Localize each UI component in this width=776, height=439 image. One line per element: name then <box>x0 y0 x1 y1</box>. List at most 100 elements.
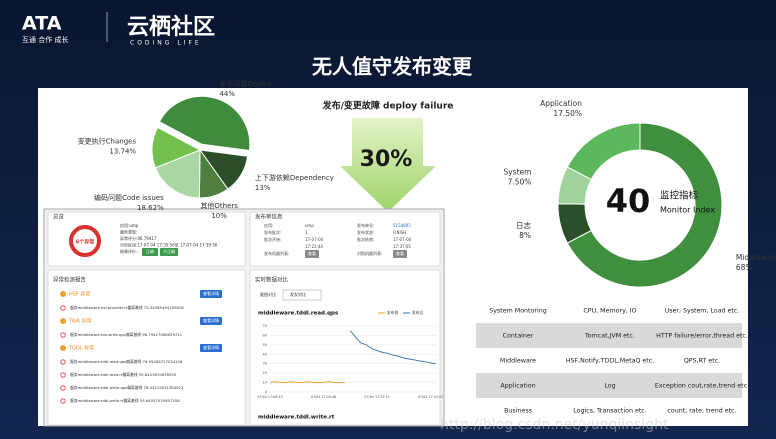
button-label: 查看 <box>308 250 316 256</box>
legend-label: 发布前 <box>387 310 399 315</box>
slice-value: 18.62% <box>137 204 164 212</box>
release-field: ump <box>305 223 314 228</box>
slice-value: 7.50% <box>508 177 532 186</box>
release-field: 发布状态: <box>357 229 374 235</box>
table-cell: Application <box>500 383 535 390</box>
slogan: 互通 合作 成长 <box>22 35 68 44</box>
table-cell: User, System, Load etc. <box>665 308 740 315</box>
watermark: http://blog.csdn.net/yunqiinsight <box>440 417 669 433</box>
dashboard-screenshot: 总览6个异常应用:ump服务类型:异常评分:96.79417分析区间:17-07… <box>43 208 445 427</box>
y-tick-label: 20 <box>263 371 267 375</box>
y-tick-label: 30 <box>263 362 267 366</box>
x-tick-label: 07/04 17:52:05 <box>418 395 443 399</box>
slice-label: 其他Others <box>200 201 238 210</box>
group-name: TDDL 异常 <box>68 345 94 352</box>
y-tick-label: 50 <box>263 343 267 347</box>
release-field: 17:37:05 <box>393 244 411 249</box>
report-item: 服务middleware.tair.write.qps偏离基线 96.79417… <box>70 332 183 337</box>
button <box>200 317 222 325</box>
item-icon <box>60 305 66 311</box>
overview-line: 结果评价: <box>120 248 137 254</box>
alert-ring <box>69 225 101 257</box>
callout-value: 30% <box>360 147 413 172</box>
x-tick-label: 07/04 17:08:45 <box>257 395 282 399</box>
slice-label: 变更执行Changes <box>78 137 137 146</box>
tab: 发发对比 <box>290 291 306 297</box>
tab: 截图对比 <box>260 291 276 297</box>
slice-label: Middleware <box>736 253 776 262</box>
series-line <box>349 330 437 365</box>
item-icon <box>60 332 66 338</box>
report-item: 服务middleware.hsf.provider.rt偏离基线 75.5438… <box>70 305 184 310</box>
table-row <box>476 323 742 348</box>
arrow <box>340 118 436 212</box>
group-icon <box>60 345 66 351</box>
release-field: 5154893 <box>393 223 411 228</box>
group-name: TAIR 异常 <box>68 318 92 325</box>
legend-label: 发布后 <box>412 310 424 315</box>
slide-title: 无人值守发布变更 <box>312 55 473 79</box>
slice-label: System <box>503 167 531 176</box>
slice <box>154 149 201 199</box>
slice-label: 日志 <box>516 220 531 230</box>
table-cell: Exception cout,rate,trend etc. <box>655 383 749 390</box>
slice <box>566 122 641 181</box>
group-icon <box>60 291 66 297</box>
series-line <box>269 381 345 384</box>
item-icon <box>60 372 66 378</box>
slice-label: 发布问题Deploy <box>219 79 272 88</box>
button-label: 不正确 <box>163 248 175 254</box>
overview-line: 服务类型: <box>120 229 137 235</box>
x-tick-label: 07/04 17:35:15 <box>364 395 389 399</box>
slice-value: 68% <box>736 263 753 272</box>
center-value: 40 <box>606 182 651 220</box>
item-icon <box>60 385 66 391</box>
alert-count: 6个异常 <box>76 239 94 246</box>
overview-line: 应用:ump <box>120 222 139 228</box>
table-cell: QPS,RT etc. <box>684 358 720 365</box>
center-label: 监控指标 <box>660 190 699 202</box>
overview-line: 分析区间:17-07-04 17:35:56至 17-07-04 17:39:5… <box>120 242 218 248</box>
slice-value: 44% <box>219 90 235 98</box>
release-panel <box>249 211 441 267</box>
item-icon <box>60 359 66 365</box>
button <box>393 250 407 258</box>
tab-active <box>282 289 322 301</box>
table-row <box>476 298 742 323</box>
table-cell: HSF,Notify,TDDL,MetaQ etc. <box>566 358 654 365</box>
table-row <box>476 398 742 423</box>
table-cell: Business <box>504 408 532 415</box>
panel-title: 发布单信息 <box>255 213 283 221</box>
button-label: 查看 <box>396 250 404 256</box>
slice-label: Application <box>540 99 582 108</box>
button <box>142 248 158 256</box>
release-field: 应用: <box>264 222 273 228</box>
group-icon <box>60 318 66 324</box>
table-row <box>476 373 742 398</box>
y-tick-label: 10 <box>263 381 267 385</box>
chart-title: middleware.tddl.write.rt <box>258 415 335 421</box>
button-label: 查看详情 <box>203 344 219 350</box>
panel-title: 总览 <box>53 213 65 221</box>
slice <box>158 95 251 152</box>
brand: 云栖社区 <box>127 14 215 40</box>
callout-title: 发布/变更故障 deploy failure <box>322 100 454 112</box>
slice-label: 上下游依赖Dependency <box>255 173 334 182</box>
y-tick-label: 40 <box>263 352 267 356</box>
y-tick-label: 60 <box>263 333 267 337</box>
button-label: 查看详情 <box>203 317 219 323</box>
report-item: 服务middleware.tddl.read.rt偏离基线 55.6423870… <box>70 372 177 377</box>
button <box>160 248 178 256</box>
table-cell: Container <box>503 333 534 340</box>
release-field: 17-07-04 <box>393 237 412 242</box>
release-field: 1 <box>305 230 308 235</box>
panel-title: 异常检测报告 <box>53 276 87 284</box>
button-label: 查看详情 <box>203 290 219 296</box>
chart-title: middleware.tddl.read.qps <box>258 311 339 317</box>
overview-panel <box>47 211 246 267</box>
release-field: 17-07-04 <box>305 237 324 242</box>
release-field: 对照机器列表: <box>357 250 382 256</box>
slice-value: 8% <box>519 231 531 240</box>
